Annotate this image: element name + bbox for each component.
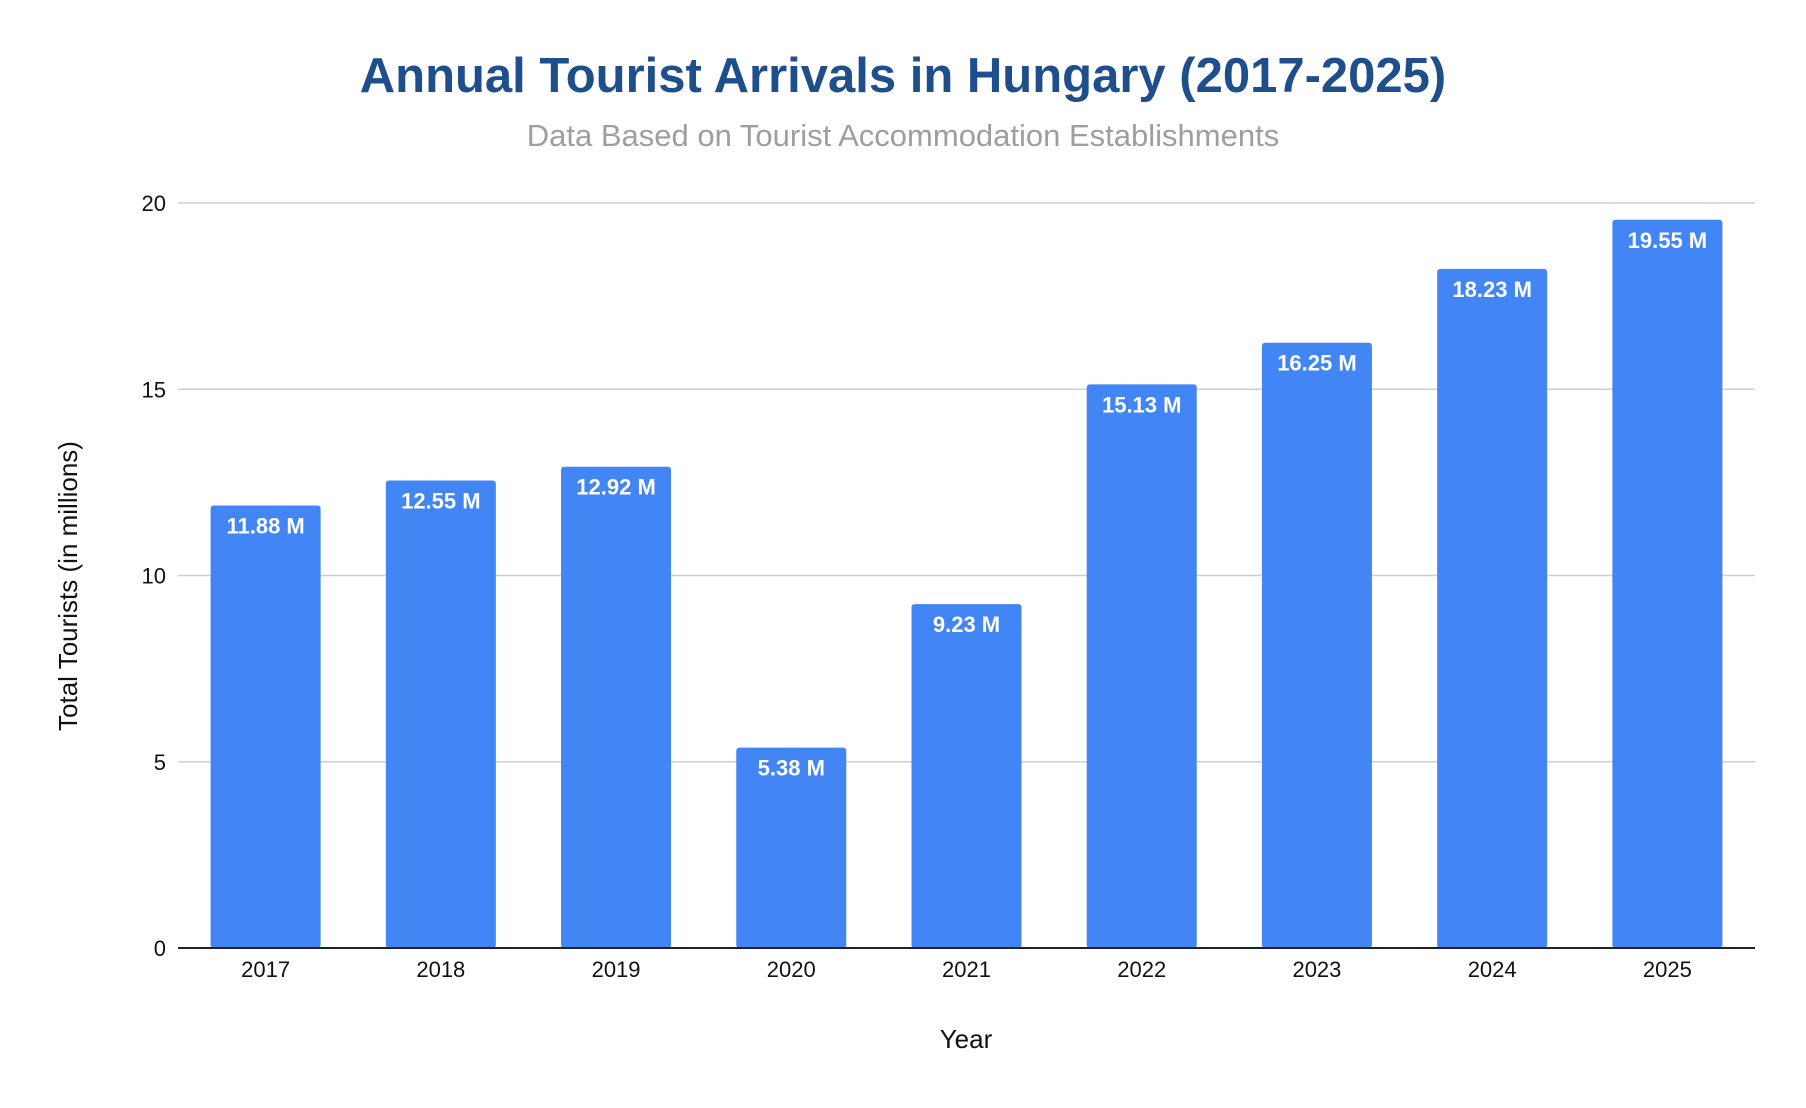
chart-subtitle: Data Based on Tourist Accommodation Esta… — [527, 118, 1279, 153]
bar-data-label: 11.88 M — [226, 513, 304, 538]
x-axis-title: Year — [940, 1024, 993, 1054]
x-tick-label: 2021 — [942, 957, 991, 982]
chart-title: Annual Tourist Arrivals in Hungary (2017… — [360, 49, 1446, 103]
x-tick-label: 2020 — [767, 957, 816, 982]
y-tick-label: 10 — [142, 564, 166, 589]
x-tick-label: 2022 — [1117, 957, 1166, 982]
bar-data-label: 5.38 M — [758, 756, 825, 781]
bar-data-labels: 11.88 M 12.55 M 12.92 M 5.38 M 9.23 M 15.13 M… — [226, 228, 1707, 781]
x-tick-label: 2023 — [1292, 957, 1341, 982]
y-tick-label: 5 — [154, 750, 166, 775]
x-tick-label: 2019 — [592, 957, 641, 982]
bar-data-label: 12.55 M — [401, 489, 481, 514]
bar-data-label: 12.92 M — [576, 475, 656, 500]
bar-2017 — [210, 505, 321, 948]
bar-data-label: 15.13 M — [1102, 392, 1182, 417]
bar-data-label: 16.25 M — [1277, 351, 1357, 376]
bar-2019 — [561, 466, 672, 948]
y-axis-ticks: 0 5 10 15 20 — [142, 191, 166, 961]
bar-data-label: 18.23 M — [1452, 277, 1532, 302]
bar-2018 — [385, 480, 496, 948]
y-axis-title: Total Tourists (in millions) — [53, 441, 83, 731]
x-tick-label: 2018 — [416, 957, 465, 982]
bar-2021 — [911, 604, 1022, 948]
bar-2023 — [1261, 342, 1372, 948]
x-tick-label: 2024 — [1468, 957, 1517, 982]
bar-2025 — [1612, 219, 1723, 948]
bar-2020 — [736, 747, 847, 948]
bar-2022 — [1086, 384, 1197, 949]
bar-data-label: 19.55 M — [1628, 228, 1708, 253]
bar-2024 — [1437, 268, 1548, 948]
bars — [210, 219, 1723, 949]
y-tick-label: 0 — [154, 936, 166, 961]
y-tick-label: 15 — [142, 377, 166, 402]
x-tick-label: 2025 — [1643, 957, 1692, 982]
y-tick-label: 20 — [142, 191, 166, 216]
x-tick-label: 2017 — [241, 957, 290, 982]
bar-data-label: 9.23 M — [933, 612, 1000, 637]
x-axis-ticks: 2017 2018 2019 2020 2021 2022 2023 2024 2025 — [241, 957, 1692, 982]
